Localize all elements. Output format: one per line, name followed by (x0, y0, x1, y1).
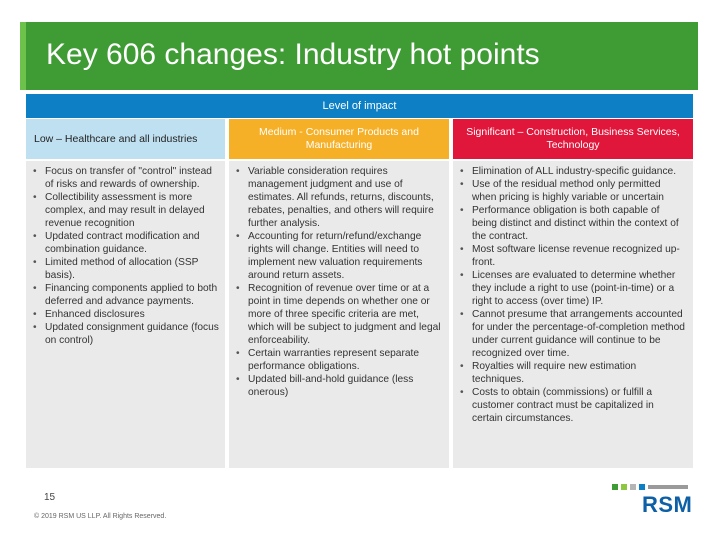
list-item: Limited method of allocation (SSP basis)… (32, 256, 219, 282)
slide-title: Key 606 changes: Industry hot points (46, 38, 540, 71)
list-item: Updated bill-and-hold guidance (less one… (235, 373, 443, 399)
list-item: Collectibility assessment is more comple… (32, 191, 219, 230)
list-item: Focus on transfer of "control" instead o… (32, 165, 219, 191)
copyright-text: © 2019 RSM US LLP. All Rights Reserved. (34, 513, 167, 520)
list-item: Performance obligation is both capable o… (459, 204, 687, 243)
column-body-medium: Variable consideration requires manageme… (229, 161, 449, 468)
list-item: Royalties will require new estimation te… (459, 360, 687, 386)
column-header-low: Low – Healthcare and all industries (26, 119, 225, 159)
list-item: Updated consignment guidance (focus on c… (32, 321, 219, 347)
list-item: Most software license revenue recognized… (459, 243, 687, 269)
list-item: Accounting for return/refund/exchange ri… (235, 230, 443, 282)
title-bar (20, 22, 698, 90)
list-item: Elimination of ALL industry-specific gui… (459, 165, 687, 178)
level-of-impact-header: Level of impact (26, 94, 693, 118)
medium-impact-list: Variable consideration requires manageme… (235, 165, 443, 399)
list-item: Cannot presume that arrangements account… (459, 308, 687, 360)
list-item: Use of the residual method only permitte… (459, 178, 687, 204)
column-header-significant: Significant – Construction, Business Ser… (453, 119, 693, 159)
list-item: Variable consideration requires manageme… (235, 165, 443, 230)
list-item: Updated contract modification and combin… (32, 230, 219, 256)
list-item: Certain warranties represent separate pe… (235, 347, 443, 373)
column-body-low: Focus on transfer of "control" instead o… (26, 161, 225, 468)
list-item: Licenses are evaluated to determine whet… (459, 269, 687, 308)
list-item: Costs to obtain (commissions) or fulfill… (459, 386, 687, 425)
column-body-significant: Elimination of ALL industry-specific gui… (453, 161, 693, 468)
list-item: Recognition of revenue over time or at a… (235, 282, 443, 347)
logo-accent-squares (612, 484, 696, 494)
rsm-logo: RSM (642, 492, 693, 517)
list-item: Enhanced disclosures (32, 308, 219, 321)
significant-impact-list: Elimination of ALL industry-specific gui… (459, 165, 687, 425)
title-accent (20, 22, 26, 90)
page-number: 15 (44, 492, 56, 503)
column-header-medium: Medium - Consumer Products and Manufactu… (229, 119, 449, 159)
list-item: Financing components applied to both def… (32, 282, 219, 308)
low-impact-list: Focus on transfer of "control" instead o… (32, 165, 219, 347)
